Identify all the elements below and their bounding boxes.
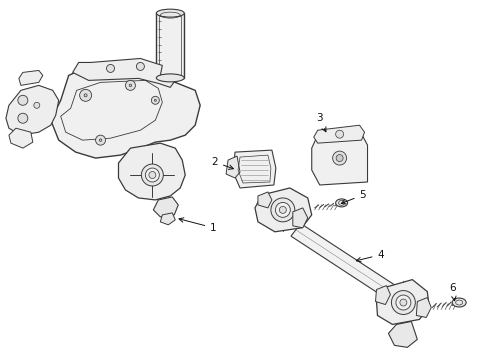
Polygon shape [19,71,42,85]
Ellipse shape [80,89,91,101]
Ellipse shape [34,102,40,108]
Ellipse shape [18,113,28,123]
Ellipse shape [332,151,346,165]
Ellipse shape [141,164,163,186]
Ellipse shape [335,154,343,162]
Ellipse shape [154,99,156,101]
Ellipse shape [84,94,87,97]
Polygon shape [376,280,428,324]
Ellipse shape [275,202,290,217]
Polygon shape [254,188,311,232]
Polygon shape [258,192,271,208]
Ellipse shape [270,198,294,222]
Ellipse shape [390,291,414,315]
Polygon shape [9,128,33,148]
Ellipse shape [106,64,114,72]
Polygon shape [233,150,275,188]
Ellipse shape [395,295,410,310]
Polygon shape [313,125,364,143]
Text: 1: 1 [179,218,216,233]
Bar [159,16,181,75]
Ellipse shape [99,139,102,141]
Polygon shape [387,321,416,347]
Ellipse shape [125,80,135,90]
Ellipse shape [136,62,144,71]
Polygon shape [415,298,430,318]
Text: 6: 6 [448,283,455,301]
Text: 2: 2 [211,157,233,169]
Polygon shape [51,62,200,158]
Bar [156,13,184,78]
Polygon shape [292,208,307,228]
Ellipse shape [145,168,159,182]
Text: 4: 4 [356,250,384,262]
Polygon shape [290,224,404,304]
Ellipse shape [129,84,131,87]
Polygon shape [311,130,367,185]
Ellipse shape [156,74,184,82]
Ellipse shape [156,9,184,17]
Ellipse shape [95,135,105,145]
Polygon shape [375,285,389,305]
Polygon shape [118,143,185,200]
Ellipse shape [399,299,406,306]
Ellipse shape [335,130,343,138]
Ellipse shape [335,199,347,207]
Ellipse shape [18,95,28,105]
Polygon shape [160,213,175,225]
Ellipse shape [148,171,156,179]
Ellipse shape [451,298,465,307]
Text: 5: 5 [341,190,366,204]
Polygon shape [6,85,59,135]
Ellipse shape [279,206,286,213]
Polygon shape [225,156,240,178]
Text: 3: 3 [315,113,325,132]
Polygon shape [153,197,178,217]
Polygon shape [73,58,175,87]
Ellipse shape [151,96,159,104]
